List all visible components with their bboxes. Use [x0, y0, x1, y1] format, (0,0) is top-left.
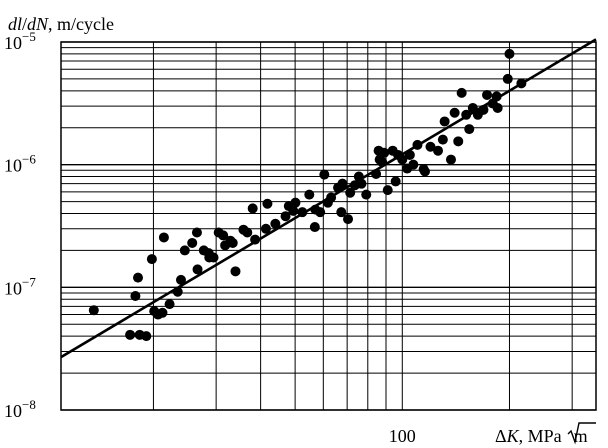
data-point [361, 189, 372, 200]
data-point [419, 166, 430, 177]
data-point [227, 237, 238, 248]
data-point [146, 254, 157, 265]
data-point [288, 205, 299, 216]
data-point [445, 154, 456, 165]
data-point [382, 185, 393, 196]
y-tick-label: 10−6 [4, 152, 36, 176]
data-point [345, 187, 356, 198]
data-point [191, 227, 202, 238]
data-point [262, 198, 273, 209]
data-point [437, 134, 448, 145]
y-tick-label: 10−5 [4, 29, 36, 53]
data-point [297, 207, 308, 218]
data-point [208, 252, 219, 263]
y-axis-title-slash: / [22, 14, 27, 34]
grid-lines [61, 41, 596, 411]
data-point [390, 176, 401, 187]
y-axis-title: dl/dN, m/cycle [8, 14, 114, 34]
data-point [319, 169, 330, 180]
data-point [371, 168, 382, 179]
data-point [280, 211, 291, 222]
data-point [516, 78, 527, 89]
data-point [336, 207, 347, 218]
data-point [192, 264, 203, 275]
data-point [449, 107, 460, 118]
data-point [304, 189, 315, 200]
x-tick-label: 100 [389, 426, 416, 446]
data-point [343, 214, 354, 225]
data-point [125, 329, 136, 340]
data-point [230, 266, 241, 277]
data-point [464, 124, 475, 135]
data-point [326, 192, 337, 203]
data-point [164, 299, 175, 310]
data-point [133, 272, 144, 283]
data-point [433, 145, 444, 156]
data-point [88, 305, 99, 316]
data-point [377, 157, 388, 168]
data-point [491, 91, 502, 102]
data-point [482, 89, 493, 100]
data-point [141, 331, 152, 342]
data-point [453, 136, 464, 147]
data-point [179, 245, 190, 256]
data-point [425, 141, 436, 152]
plot-frame [60, 41, 597, 411]
y-tick-labels: 10−8 10−7 10−6 10−5 [4, 29, 36, 421]
data-point [504, 48, 515, 59]
data-point [397, 154, 408, 165]
data-point [412, 139, 423, 150]
x-tick-labels: 100 [389, 426, 416, 446]
data-point [356, 178, 367, 189]
sqrt-radical-icon [567, 422, 596, 445]
data-point [172, 286, 183, 297]
data-point [408, 159, 419, 170]
data-point [290, 197, 301, 208]
data-point [247, 203, 258, 214]
x-axis-title-unit: , MPa [519, 426, 562, 446]
data-point [492, 102, 503, 113]
data-point [502, 73, 513, 84]
data-point [478, 104, 489, 115]
data-point [456, 87, 467, 98]
data-point [242, 227, 253, 238]
data-point [315, 207, 326, 218]
data-point [157, 307, 168, 318]
y-axis-title-dn: dN [27, 14, 49, 34]
y-axis-title-unit: , m/cycle [48, 14, 114, 34]
data-point [467, 102, 478, 113]
x-axis-title-k: K [506, 426, 520, 446]
x-axis-title: ΔK, MPa m [495, 426, 588, 446]
data-point [130, 290, 141, 301]
data-point [250, 234, 261, 245]
data-point [461, 109, 472, 120]
data-point [309, 222, 320, 233]
y-axis-title-dl: dl [8, 14, 22, 34]
data-point [439, 116, 450, 127]
data-point [404, 149, 415, 160]
data-point [379, 147, 390, 158]
data-point [158, 232, 169, 243]
data-point [175, 274, 186, 285]
x-axis-title-delta: Δ [495, 426, 507, 446]
data-point [218, 230, 229, 241]
data-point [270, 218, 281, 229]
y-tick-label: 10−7 [4, 274, 36, 298]
data-point [337, 178, 348, 189]
data-point [187, 237, 198, 248]
data-points [88, 48, 527, 342]
y-tick-label: 10−8 [4, 397, 36, 421]
data-point [260, 223, 271, 234]
